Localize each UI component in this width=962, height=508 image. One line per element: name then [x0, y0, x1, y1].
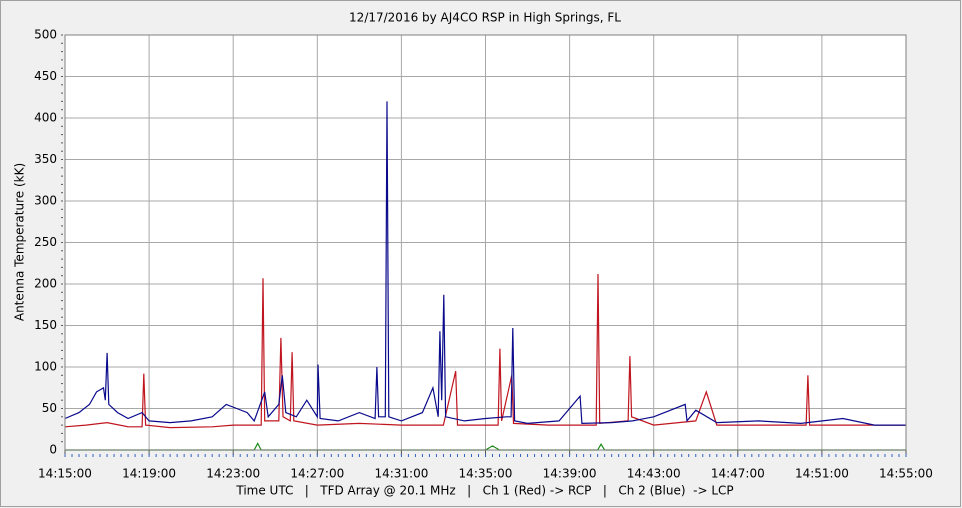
series-line	[65, 442, 906, 451]
x-tick-label: 14:23:00	[206, 467, 260, 481]
x-axis-label: Time UTC | TFD Array @ 20.1 MHz | Ch 1 (…	[235, 484, 733, 498]
chart-title: 12/17/2016 by AJ4CO RSP in High Springs,…	[349, 11, 621, 25]
series-line	[64, 273, 906, 429]
y-tick-label: 300	[34, 194, 57, 208]
x-tick-label: 14:51:00	[795, 467, 849, 481]
plot-border	[64, 34, 907, 451]
x-tick-label: 14:43:00	[627, 467, 681, 481]
x-tick-label: 14:35:00	[459, 467, 513, 481]
y-tick-label: 500	[34, 28, 57, 42]
x-tick-label: 14:31:00	[374, 467, 428, 481]
y-tick-label: 50	[42, 401, 57, 415]
y-tick-label: 200	[34, 277, 57, 291]
x-tick-label: 14:27:00	[290, 467, 344, 481]
y-tick-label: 250	[34, 235, 57, 249]
x-tick-label: 14:55:00	[879, 467, 933, 481]
y-tick-label: 0	[49, 443, 57, 457]
x-tick-label: 14:15:00	[38, 467, 92, 481]
x-tick-label: 14:19:00	[122, 467, 176, 481]
x-tick-label: 14:39:00	[543, 467, 597, 481]
y-tick-label: 350	[34, 152, 57, 166]
series-line	[64, 101, 906, 426]
y-axis-label: Antenna Temperature (kK)	[13, 163, 27, 321]
y-tick-label: 150	[34, 318, 57, 332]
y-tick-label: 400	[34, 111, 57, 125]
y-tick-label: 450	[34, 69, 57, 83]
y-tick-label: 100	[34, 360, 57, 374]
x-tick-label: 14:47:00	[711, 467, 765, 481]
